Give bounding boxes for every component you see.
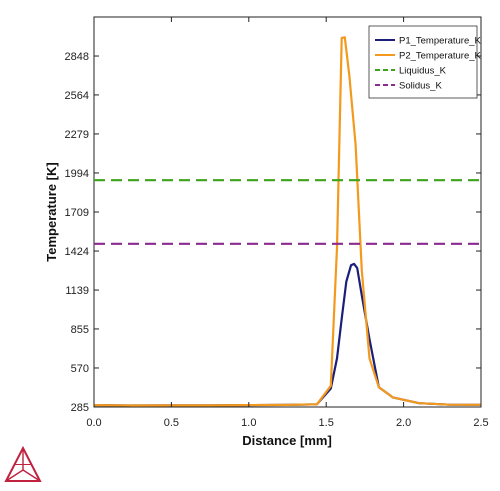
y-tick-label: 2564 — [65, 90, 89, 102]
series-line-p2-temperature-k — [93, 36, 482, 407]
x-tick-label: 2.0 — [396, 417, 411, 429]
legend-label: P1_Temperature_K — [399, 36, 482, 47]
logo-spoke — [5, 469, 24, 482]
legend-label: Solidus_K — [399, 81, 442, 92]
x-tick-label: 0.5 — [164, 417, 179, 429]
y-tick-label: 285 — [71, 402, 89, 414]
thermo-calc-logo-icon — [4, 445, 42, 482]
y-axis-title: Temperature [K] — [44, 162, 59, 261]
y-tick-label: 855 — [71, 324, 89, 336]
y-tick-label: 2848 — [65, 51, 89, 63]
series-layer — [93, 36, 482, 407]
logo-spoke — [22, 469, 41, 482]
x-tick-label: 1.0 — [241, 417, 256, 429]
y-tick-label: 1709 — [65, 207, 89, 219]
y-tick-label: 570 — [71, 363, 89, 375]
x-tick-label: 2.5 — [473, 417, 488, 429]
y-tick-label: 2279 — [65, 129, 89, 141]
legend-label: Liquidus_K — [399, 66, 447, 77]
y-tick-label: 1994 — [65, 168, 89, 180]
legend-label: P2_Temperature_K — [399, 51, 482, 62]
x-tick-label: 0.0 — [86, 417, 101, 429]
y-tick-label: 1424 — [65, 246, 89, 258]
legend: P1_Temperature_K P2_Temperature_K Liquidus… — [368, 25, 482, 99]
axis-ticks: 0.0 0.5 1.0 1.5 2.0 2.5 285 570 855 1139 1424 1709 1… — [65, 17, 489, 429]
y-tick-label: 1139 — [65, 285, 89, 297]
x-axis-title: Distance [mm] — [242, 433, 332, 448]
x-tick-label: 1.5 — [319, 417, 334, 429]
